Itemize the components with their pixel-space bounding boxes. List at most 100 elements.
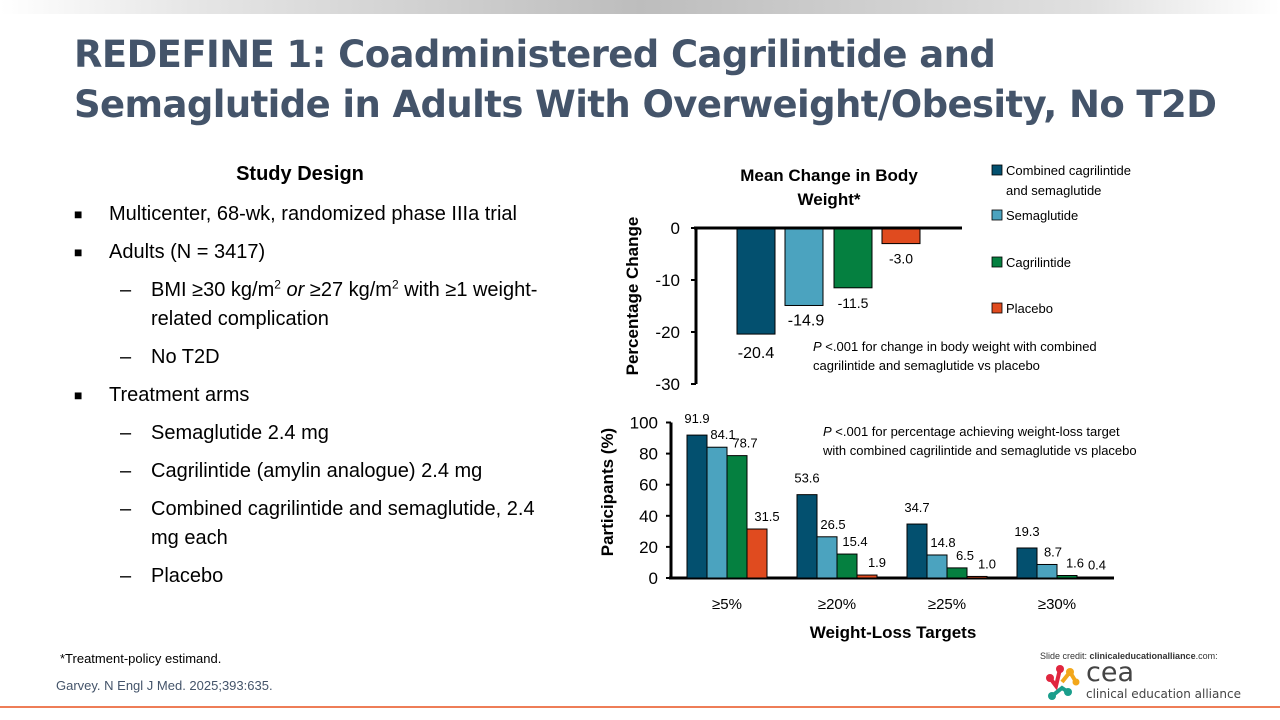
chart2-bar-placebo [856,574,878,579]
dash-bullet-icon: – [120,422,132,444]
chart2-y-tick-label: 20 [639,538,658,557]
chart2-data-label: 15.4 [842,534,867,549]
chart2-bar-cagrilintide [836,553,858,579]
study-design-list: ■ Multicenter, 68-wk, randomized phase II… [74,200,544,600]
square-bullet-icon: ■ [74,206,83,222]
dash-bullet-icon: – [120,346,132,368]
chart2-bar-semaglutide [816,536,838,579]
chart2-y-tick-label: 100 [630,414,658,433]
legend-label-cagrilintide: Cagrilintide [1006,255,1071,270]
chart1-bar-semaglutide [784,228,824,306]
study-design-item: – No T2D [74,343,544,372]
chart1-title: Weight* [798,190,861,209]
dash-bullet-icon: – [120,460,132,482]
chart1-data-label: -11.5 [838,295,869,311]
chart1-bar-placebo [881,228,921,245]
slide-title: REDEFINE 1: Coadministered Cagrilintide … [74,33,1217,126]
chart2-bar-placebo [966,575,988,579]
item-text: BMI ≥30 kg/m2 or ≥27 kg/m2 with ≥1 weigh… [151,277,538,330]
square-bullet-icon: ■ [74,244,83,260]
chart1-annotation: P <.001 for change in body weight with c… [813,339,1097,354]
item-text: Multicenter, 68-wk, randomized phase III… [109,203,517,225]
chart2-y-tick-label: 60 [639,476,658,495]
chart2-data-label: 78.7 [732,436,757,451]
cea-logo-icon [1046,665,1080,700]
chart2-bar-placebo [746,528,768,579]
chart1-y-tick-label: 0 [671,219,680,238]
reference: Garvey. N Engl J Med. 2025;393:635. [56,678,273,693]
chart2-data-label: 34.7 [904,500,929,515]
chart1-y-tick-label: -30 [655,375,680,394]
chart2-data-label: 1.6 [1066,556,1084,571]
cea-logo: cea clinical education alliance [1042,657,1242,704]
item-text: Cagrilintide (amylin analogue) 2.4 mg [151,460,483,482]
dash-bullet-icon: – [120,565,132,587]
chart1-data-label: -14.9 [788,312,825,329]
chart2-y-tick-label: 40 [639,507,658,526]
chart2-bar-cagrilintide [946,567,968,579]
chart2-annotation: P <.001 for percentage achieving weight-… [823,424,1120,439]
chart2-bar-semaglutide [926,554,948,579]
chart2-data-label: 8.7 [1044,544,1062,559]
study-design-item: – Cagrilintide (amylin analogue) 2.4 mg [74,457,544,486]
chart2-x-tick-label: ≥5% [712,596,742,613]
study-design-item: – Placebo [74,562,544,591]
chart2-x-axis-label: Weight-Loss Targets [810,623,977,642]
chart1-annotation: cagrilintide and semaglutide vs placebo [813,358,1040,373]
credit-suffix: .com: [1195,651,1218,661]
legend-label-combined: Combined cagrilintide [1006,163,1131,178]
chart2-data-label: 14.8 [930,535,955,550]
chart2-data-label: 26.5 [820,517,845,532]
chart2-data-label: 1.9 [868,555,886,570]
study-design-heading: Study Design [236,163,364,185]
chart2-bar-combined [906,523,928,579]
chart2-data-label: 1.0 [978,556,996,571]
chart2-bar-semaglutide [706,446,728,579]
credit-prefix: Slide credit: [1040,651,1090,661]
chart1-y-tick-label: -20 [655,323,680,342]
legend-label-combined: and semaglutide [1006,183,1101,198]
legend-label-semaglutide: Semaglutide [1006,208,1078,223]
item-text: Combined cagrilintide and semaglutide, 2… [151,498,535,549]
top-gradient-bar [0,0,1280,14]
item-text: Adults (N = 3417) [109,241,266,263]
chart1-y-axis-label: Percentage Change [623,217,642,376]
chart2-data-label: 53.6 [794,471,819,486]
legend-label-placebo: Placebo [1006,301,1053,316]
chart2-bar-cagrilintide [726,455,748,579]
bottom-accent-line [0,706,1280,708]
slide-credit: Slide credit: clinicaleducationalliance.… [1040,651,1218,661]
footnote: *Treatment-policy estimand. [60,651,222,666]
study-design-item: – Combined cagrilintide and semaglutide, … [74,495,544,553]
chart1-y-tick-label: -10 [655,271,680,290]
square-bullet-icon: ■ [74,387,83,403]
study-design-item: ■ Adults (N = 3417) [74,238,544,267]
chart2-data-label: 0.4 [1088,557,1106,572]
chart2-x-tick-label: ≥25% [928,596,966,613]
item-text: Semaglutide 2.4 mg [151,422,329,444]
chart2-y-tick-label: 80 [639,445,658,464]
legend-swatch-placebo [991,302,1003,314]
chart2-bar-semaglutide [1036,563,1058,579]
chart1-bar-cagrilintide [833,228,873,289]
dash-bullet-icon: – [120,279,132,301]
chart2-data-label: 84.1 [710,427,735,442]
study-design-item: – BMI ≥30 kg/m2 or ≥27 kg/m2 with ≥1 weig… [74,276,544,334]
item-text: No T2D [151,346,220,368]
chart2-y-axis-label: Participants (%) [598,428,617,556]
legend-swatch-combined [991,164,1003,176]
legend-swatch-cagrilintide [991,256,1003,268]
chart2-bar-combined [686,434,708,579]
chart2-data-label: 31.5 [754,509,779,524]
chart2-x-tick-label: ≥30% [1038,596,1076,613]
chart2-bar-placebo [1076,576,1098,579]
legend-swatch-semaglutide [991,209,1003,221]
credit-site: clinicaleducationalliance [1089,651,1196,661]
chart2-data-label: 91.9 [684,411,709,426]
logo-text: cea [1086,657,1135,688]
chart1-data-label: -3.0 [889,251,913,267]
dash-bullet-icon: – [120,498,132,520]
chart2-x-tick-label: ≥20% [818,596,856,613]
item-text: Placebo [151,565,224,587]
